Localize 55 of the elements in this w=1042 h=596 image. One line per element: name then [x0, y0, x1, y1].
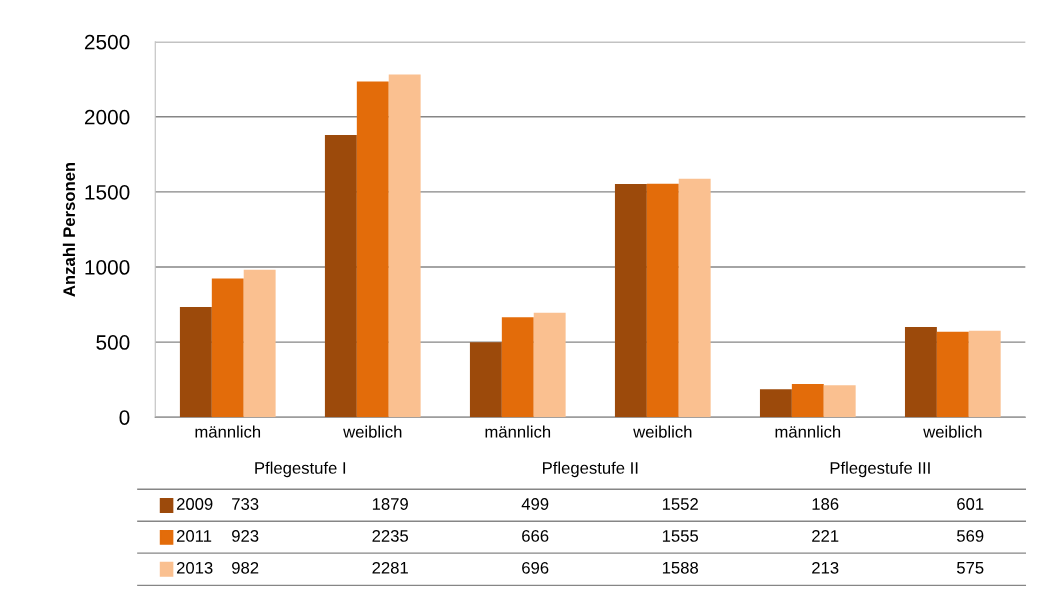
bar — [211, 278, 244, 418]
data-label: 1879 — [372, 498, 408, 510]
data-label: 2281 — [372, 561, 408, 574]
data-label: 221 — [812, 530, 839, 542]
bar — [324, 134, 357, 418]
y-tick-label: 1000 — [85, 260, 130, 275]
y-tick-label: 2000 — [84, 109, 130, 125]
bar — [243, 269, 276, 418]
text: Pflegestufe II — [543, 461, 638, 478]
data-label: 213 — [812, 561, 839, 574]
bar — [759, 389, 792, 418]
y-tick-label: 1500 — [85, 184, 130, 200]
bar — [646, 183, 679, 418]
data-label: 982 — [232, 561, 259, 574]
legend-label: 2013 — [176, 561, 213, 574]
bar — [904, 326, 937, 418]
bar — [388, 74, 421, 418]
bar — [614, 184, 647, 418]
x-tick-label: männlich — [195, 425, 261, 438]
x-tick-label: männlich — [485, 425, 551, 438]
x-tick-label: weiblich — [633, 425, 692, 438]
bar — [469, 342, 502, 418]
bar — [179, 307, 212, 418]
y-tick-label: 0 — [119, 410, 130, 425]
data-label: 186 — [812, 498, 839, 510]
bar — [968, 330, 1001, 418]
data-label: 696 — [522, 561, 549, 574]
bar — [823, 385, 856, 418]
data-label: 666 — [522, 530, 549, 542]
data-label: 1552 — [662, 498, 698, 510]
data-label: 575 — [956, 562, 984, 574]
data-label: 733 — [232, 498, 259, 510]
bar — [501, 317, 534, 418]
bar — [356, 81, 389, 418]
x-tick-label: männlich — [775, 425, 841, 438]
legend-label: 2009 — [176, 498, 213, 510]
data-label: 601 — [957, 498, 984, 510]
data-label: 923 — [232, 530, 259, 542]
data-label: 499 — [521, 498, 549, 510]
y-tick-label: 2500 — [84, 34, 130, 50]
bar — [678, 178, 711, 418]
data-label: 569 — [956, 530, 984, 542]
x-tick-label: weiblich — [343, 425, 402, 438]
data-label: 1588 — [662, 561, 699, 574]
bar — [533, 312, 566, 418]
text: Pflegestufe I — [255, 461, 346, 478]
x-tick-label: weiblich — [923, 425, 982, 438]
bar — [936, 331, 969, 418]
y-tick-label: 500 — [96, 335, 130, 350]
text: Pflegestufe III — [830, 461, 930, 478]
y-axis-title: Anzahl Personen — [62, 162, 76, 297]
data-label: 2235 — [372, 530, 409, 542]
legend-label: 2011 — [176, 530, 212, 542]
data-label: 1555 — [662, 530, 699, 542]
bar — [791, 384, 824, 418]
